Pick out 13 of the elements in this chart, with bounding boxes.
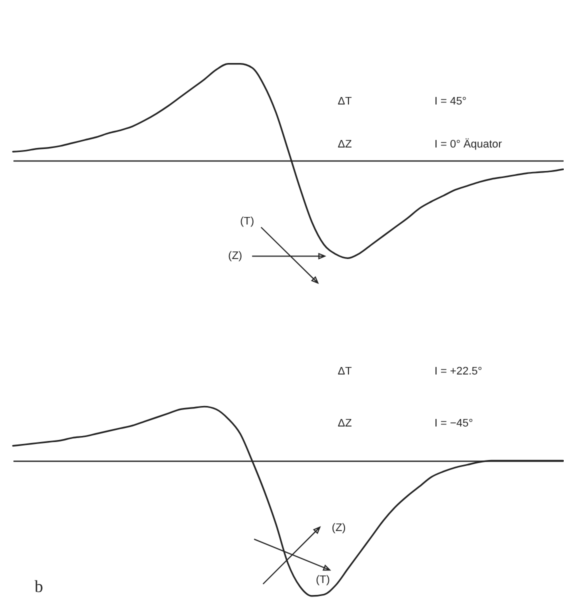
annotation: (T) (240, 215, 254, 228)
annotation: ΔZ (338, 138, 352, 151)
annotation: I = 45° (434, 96, 467, 108)
annotation: ΔZ (338, 418, 352, 430)
annotation: (Z) (228, 250, 242, 262)
annotation: ΔT (338, 96, 352, 108)
annotation: (Z) (332, 522, 346, 534)
annotation: I = −45° (434, 418, 473, 430)
text: I = +22.5° (434, 366, 482, 378)
annotation: (T) (316, 574, 330, 586)
text: b (34, 576, 44, 596)
text: ΔT (338, 366, 352, 378)
annotation: I = 0° Äquator (434, 138, 502, 151)
